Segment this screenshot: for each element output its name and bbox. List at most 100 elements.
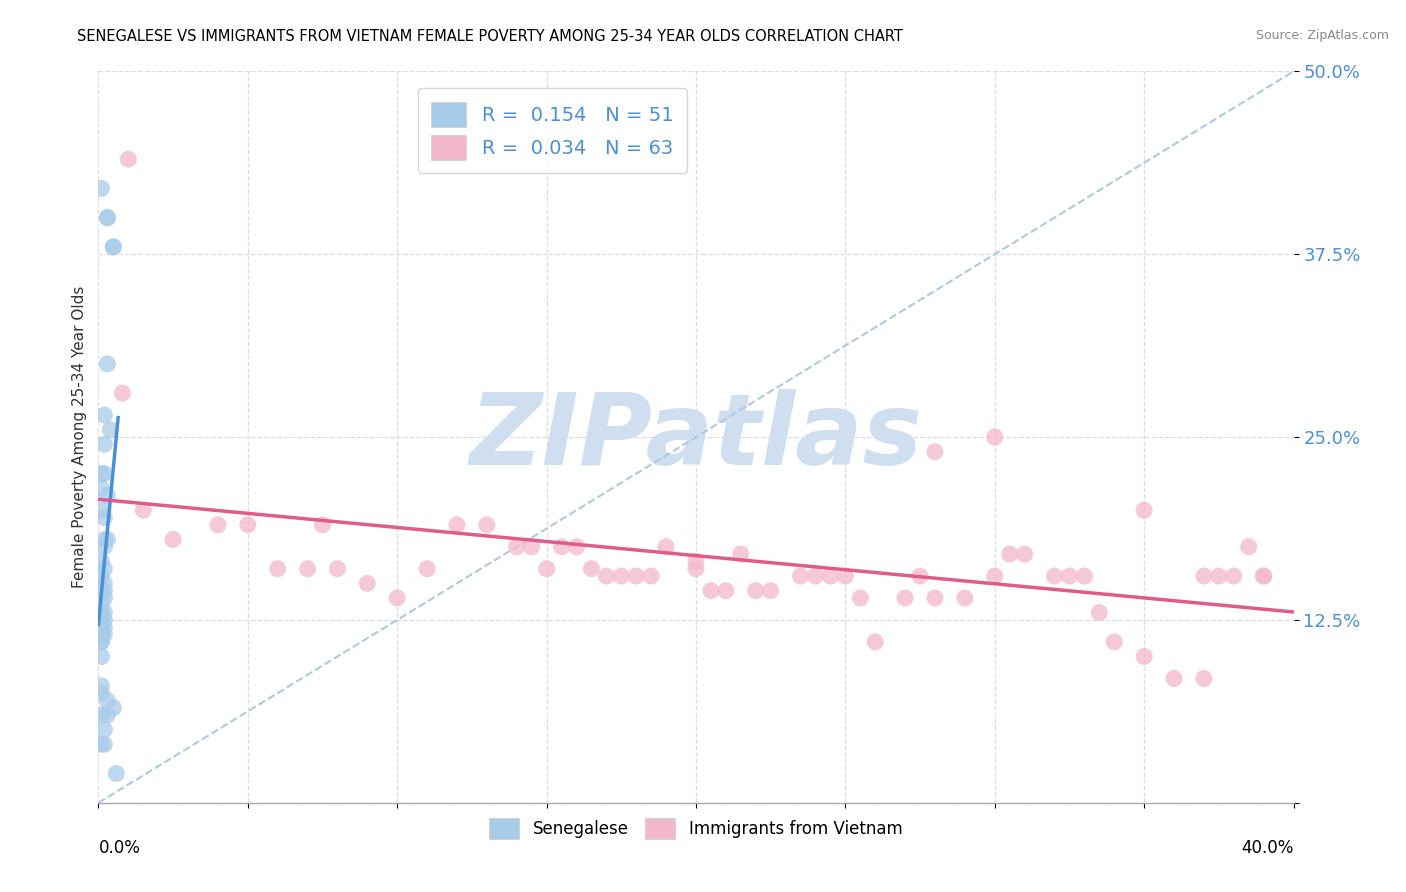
- Point: [953, 591, 976, 605]
- Text: Source: ZipAtlas.com: Source: ZipAtlas.com: [1256, 29, 1389, 42]
- Point: [1208, 569, 1230, 583]
- Point: [789, 569, 811, 583]
- Point: [685, 554, 707, 568]
- Point: [93, 576, 115, 591]
- Point: [998, 547, 1021, 561]
- Point: [924, 591, 946, 605]
- Point: [96, 211, 118, 225]
- Point: [820, 569, 842, 583]
- Point: [446, 517, 468, 532]
- Point: [581, 562, 603, 576]
- Point: [865, 635, 887, 649]
- Point: [90, 481, 112, 495]
- Point: [236, 517, 259, 532]
- Point: [745, 583, 768, 598]
- Point: [849, 591, 872, 605]
- Point: [908, 569, 931, 583]
- Point: [326, 562, 349, 576]
- Point: [103, 240, 125, 254]
- Point: [96, 357, 118, 371]
- Point: [655, 540, 678, 554]
- Point: [1163, 672, 1185, 686]
- Point: [700, 583, 723, 598]
- Point: [311, 517, 333, 532]
- Point: [1133, 649, 1156, 664]
- Point: [536, 562, 558, 576]
- Point: [1104, 635, 1126, 649]
- Point: [132, 503, 155, 517]
- Point: [90, 649, 112, 664]
- Point: [416, 562, 439, 576]
- Point: [90, 627, 112, 641]
- Point: [1237, 540, 1260, 554]
- Point: [90, 613, 112, 627]
- Point: [90, 503, 112, 517]
- Point: [93, 620, 115, 634]
- Point: [90, 708, 112, 723]
- Point: [103, 700, 125, 714]
- Y-axis label: Female Poverty Among 25-34 Year Olds: Female Poverty Among 25-34 Year Olds: [72, 286, 87, 588]
- Point: [98, 423, 122, 437]
- Point: [93, 737, 115, 751]
- Point: [714, 583, 737, 598]
- Point: [685, 562, 707, 576]
- Point: [1133, 503, 1156, 517]
- Point: [90, 620, 112, 634]
- Point: [93, 510, 115, 524]
- Text: 0.0%: 0.0%: [98, 839, 141, 857]
- Text: 40.0%: 40.0%: [1241, 839, 1294, 857]
- Text: SENEGALESE VS IMMIGRANTS FROM VIETNAM FEMALE POVERTY AMONG 25-34 YEAR OLDS CORRE: SENEGALESE VS IMMIGRANTS FROM VIETNAM FE…: [77, 29, 903, 44]
- Point: [90, 569, 112, 583]
- Point: [93, 723, 115, 737]
- Point: [267, 562, 290, 576]
- Point: [1253, 569, 1275, 583]
- Point: [804, 569, 827, 583]
- Point: [90, 583, 112, 598]
- Point: [834, 569, 856, 583]
- Point: [117, 152, 139, 166]
- Point: [93, 613, 115, 627]
- Point: [96, 533, 118, 547]
- Point: [595, 569, 617, 583]
- Point: [984, 430, 1007, 444]
- Point: [93, 606, 115, 620]
- Point: [924, 444, 946, 458]
- Point: [1192, 569, 1215, 583]
- Point: [93, 408, 115, 422]
- Point: [1192, 672, 1215, 686]
- Point: [730, 547, 752, 561]
- Point: [1073, 569, 1095, 583]
- Point: [759, 583, 782, 598]
- Point: [984, 569, 1007, 583]
- Point: [626, 569, 648, 583]
- Point: [1014, 547, 1036, 561]
- Point: [93, 562, 115, 576]
- Point: [475, 517, 498, 532]
- Point: [90, 467, 112, 481]
- Point: [297, 562, 319, 576]
- Point: [1059, 569, 1081, 583]
- Point: [90, 635, 112, 649]
- Point: [565, 540, 588, 554]
- Point: [610, 569, 633, 583]
- Point: [93, 583, 115, 598]
- Point: [1088, 606, 1111, 620]
- Text: ZIPatlas: ZIPatlas: [470, 389, 922, 485]
- Point: [96, 708, 118, 723]
- Point: [96, 693, 118, 707]
- Point: [90, 627, 112, 641]
- Legend: Senegalese, Immigrants from Vietnam: Senegalese, Immigrants from Vietnam: [482, 811, 910, 846]
- Point: [207, 517, 229, 532]
- Point: [356, 576, 378, 591]
- Point: [103, 240, 125, 254]
- Point: [90, 627, 112, 641]
- Point: [105, 766, 128, 780]
- Point: [90, 599, 112, 613]
- Point: [90, 554, 112, 568]
- Point: [550, 540, 572, 554]
- Point: [93, 533, 115, 547]
- Point: [90, 635, 112, 649]
- Point: [90, 613, 112, 627]
- Point: [96, 211, 118, 225]
- Point: [93, 467, 115, 481]
